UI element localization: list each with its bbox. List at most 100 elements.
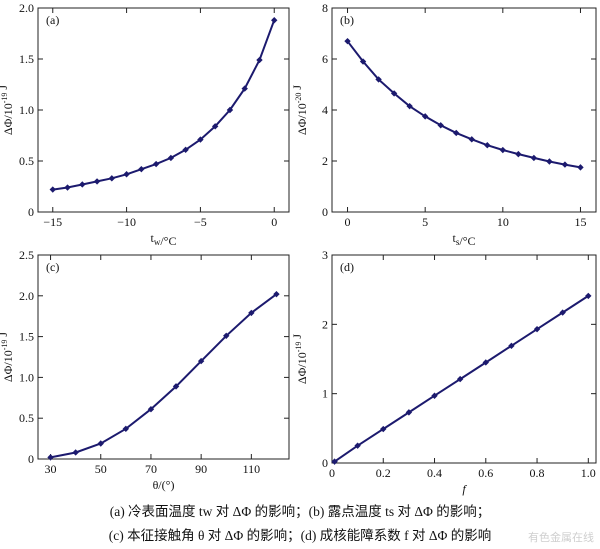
data-point xyxy=(331,458,338,465)
x-tick-label: 10 xyxy=(497,215,509,229)
x-tick-label: 70 xyxy=(145,462,157,476)
panel-label: (c) xyxy=(46,260,59,274)
chart-panel-2: 30 50 70 90 110 0 0.5 1.0 1.5 2.0 2.5 θ/(°) ΔΦ/10-19… xyxy=(0,248,290,492)
series-line xyxy=(52,19,276,191)
data-point xyxy=(197,136,204,143)
y-axis-label: ΔΦ/10-19 J xyxy=(0,85,15,136)
data-point xyxy=(380,425,387,433)
figure-caption-line-1: (a) 冷表面温度 tw 对 ΔΦ 的影响；(b) 露点温度 ts 对 ΔΦ 的… xyxy=(109,504,491,519)
y-tick-label: 0 xyxy=(322,205,328,219)
data-point xyxy=(561,161,569,168)
data-point xyxy=(354,442,361,449)
data-point xyxy=(248,309,255,317)
x-tick-label: −5 xyxy=(194,215,207,229)
y-tick-label: 1.0 xyxy=(19,370,34,384)
panel-label: (a) xyxy=(46,13,59,27)
x-axis-label: f xyxy=(462,482,467,496)
y-tick-label: 2 xyxy=(322,154,328,168)
plot-frame xyxy=(331,254,597,464)
data-point xyxy=(147,406,155,413)
x-tick-label: 90 xyxy=(195,462,207,476)
data-point xyxy=(138,165,145,173)
chart-panel-3: 0 0.2 0.4 0.6 0.8 1.0 0 1 2 3 f ΔΦ/10-19 J (d) xyxy=(290,248,597,496)
data-point xyxy=(390,90,398,97)
data-point xyxy=(197,357,205,365)
data-point xyxy=(271,17,278,24)
data-point xyxy=(123,171,130,178)
figure-caption-line-2: (c) 本征接触角 θ 对 ΔΦ 的影响；(d) 成核能障系数 f 对 ΔΦ 的… xyxy=(108,528,492,543)
x-tick-label: 0.8 xyxy=(530,466,545,480)
panel-label: (d) xyxy=(340,260,354,274)
y-tick-label: 1.5 xyxy=(19,52,34,66)
data-point xyxy=(585,292,592,300)
data-point xyxy=(453,129,460,137)
data-point xyxy=(546,158,553,165)
data-point xyxy=(241,85,248,92)
plot-frame xyxy=(331,7,597,213)
x-tick-label: 0.2 xyxy=(376,466,391,480)
data-point xyxy=(256,56,263,64)
data-point xyxy=(182,146,189,153)
x-tick-label: 30 xyxy=(45,462,57,476)
y-tick-label: 4 xyxy=(322,103,328,117)
y-tick-label: 2.0 xyxy=(19,1,34,15)
x-tick-label: 0 xyxy=(271,215,277,229)
y-tick-label: 1.5 xyxy=(19,330,34,344)
data-point xyxy=(167,154,175,162)
y-tick-label: 0 xyxy=(322,456,328,470)
data-point xyxy=(226,106,234,114)
chart-panel-1: 0 5 10 15 0 2 4 6 8 ts/°C ΔΦ/10-20 J (b) xyxy=(290,1,597,248)
plot-frame xyxy=(37,7,290,213)
y-tick-label: 3 xyxy=(322,248,328,262)
x-axis-label: θ/(°) xyxy=(153,478,175,492)
data-point xyxy=(530,154,538,162)
x-tick-label: −15 xyxy=(43,215,62,229)
data-point xyxy=(484,141,491,149)
series-line xyxy=(50,293,277,459)
y-axis-label: ΔΦ/10-19 J xyxy=(0,332,15,383)
plot-frame xyxy=(37,254,290,460)
data-point xyxy=(375,76,382,83)
data-point xyxy=(405,409,413,416)
chart-panel-0: −15 −10 −5 0 0 0.5 1.0 1.5 2.0 tw/°C ΔΦ/10-19 J (a) xyxy=(0,1,290,248)
data-point xyxy=(499,146,507,154)
y-tick-label: 2 xyxy=(322,317,328,331)
x-tick-label: 110 xyxy=(243,462,261,476)
data-point xyxy=(223,332,230,339)
data-point xyxy=(482,359,489,366)
y-tick-label: 1 xyxy=(322,387,328,401)
x-tick-label: −10 xyxy=(117,215,136,229)
x-tick-label: 0 xyxy=(329,466,335,480)
x-axis-label: tw/°C xyxy=(151,231,177,248)
data-point xyxy=(211,123,219,130)
x-axis-label: ts/°C xyxy=(453,231,476,248)
data-point xyxy=(72,449,79,456)
x-tick-label: 15 xyxy=(574,215,586,229)
x-tick-label: 1.0 xyxy=(581,466,596,480)
data-point xyxy=(93,178,101,185)
data-point xyxy=(468,136,475,143)
data-point xyxy=(559,309,566,316)
y-tick-label: 0.5 xyxy=(19,154,34,168)
data-point xyxy=(577,164,584,171)
data-point xyxy=(122,425,130,433)
y-tick-label: 0 xyxy=(28,205,34,219)
data-point xyxy=(437,122,444,129)
data-point xyxy=(344,37,351,45)
x-tick-label: 0 xyxy=(345,215,351,229)
data-point xyxy=(49,186,56,193)
y-tick-label: 2.5 xyxy=(19,248,34,262)
y-tick-label: 1.0 xyxy=(19,103,34,117)
data-point xyxy=(47,454,54,461)
data-point xyxy=(79,181,86,188)
data-point xyxy=(64,184,71,191)
data-point xyxy=(359,58,367,65)
data-point xyxy=(97,440,104,447)
watermark: 有色金属在线 xyxy=(528,531,594,544)
y-tick-label: 0.5 xyxy=(19,411,34,425)
data-point xyxy=(508,342,515,350)
data-point xyxy=(108,175,116,182)
x-tick-label: 0.4 xyxy=(427,466,442,480)
y-tick-label: 8 xyxy=(322,1,328,15)
